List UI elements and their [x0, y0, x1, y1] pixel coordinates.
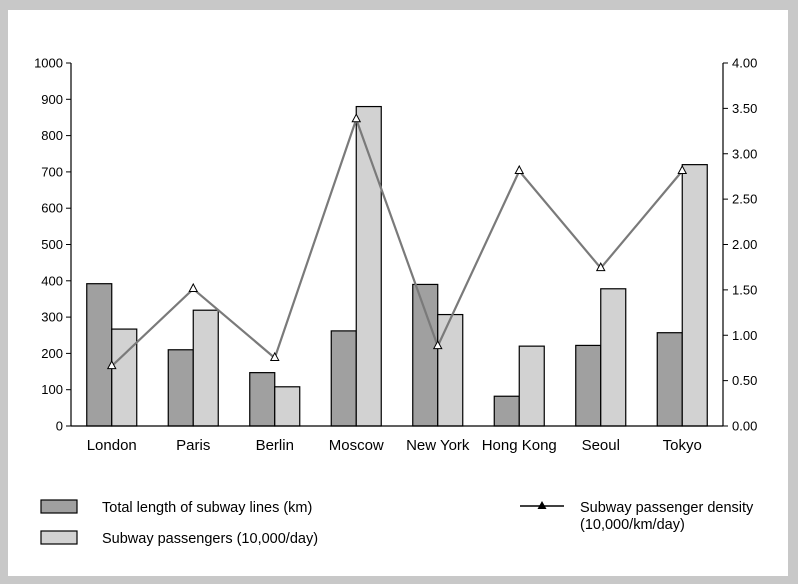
x-tick-label: Tokyo — [663, 437, 702, 454]
y-right-tick-label: 1.00 — [732, 328, 757, 343]
bar-passengers-london — [111, 328, 138, 427]
x-tick-label: Moscow — [329, 437, 384, 454]
bar-passengers-moscow — [355, 105, 382, 427]
y-right-tick-label: 3.00 — [732, 146, 757, 161]
density-marker-london — [106, 360, 117, 370]
density-marker-moscow — [351, 113, 362, 123]
y-left-tick-label: 0 — [56, 419, 63, 434]
chart-panel: London Paris Berlin Moscow New York Hong Kong… — [8, 10, 788, 576]
y-right-tick-label: 4.00 — [732, 56, 757, 71]
bar-passengers-seoul — [600, 288, 627, 427]
bar-length-london — [86, 283, 113, 427]
x-tick-label: Seoul — [582, 437, 620, 454]
bar-passengers-hong-kong — [518, 345, 545, 427]
y-left-tick-label: 500 — [41, 237, 63, 252]
y-left-tick-label: 200 — [41, 346, 63, 361]
bar-passengers-paris — [192, 309, 219, 427]
y-left-tick-label: 800 — [41, 128, 63, 143]
y-right-tick-label: 0.50 — [732, 373, 757, 388]
legend-label-density-2: (10,000/km/day) — [580, 517, 685, 533]
density-marker-seoul — [595, 262, 606, 272]
bar-length-moscow — [330, 330, 357, 427]
y-right-tick-label: 0.00 — [732, 419, 757, 434]
y-left-tick-label: 1000 — [34, 56, 63, 71]
axes-layer: London Paris Berlin Moscow New York Hong Kong… — [34, 56, 757, 455]
density-marker-hong-kong — [514, 164, 525, 174]
bar-length-hong-kong — [493, 395, 520, 427]
legend-swatch-length — [40, 499, 78, 514]
x-tick-label: London — [87, 437, 137, 454]
x-tick-label: New York — [406, 437, 470, 454]
bar-length-berlin — [249, 372, 276, 427]
bar-length-tokyo — [656, 332, 683, 427]
x-tick-label: Hong Kong — [482, 437, 557, 454]
legend-label-length: Total length of subway lines (km) — [102, 500, 312, 516]
bar-passengers-tokyo — [681, 164, 708, 427]
y-left-tick-label: 400 — [41, 273, 63, 288]
density-marker-tokyo — [677, 164, 688, 174]
legend-label-density-1: Subway passenger density — [580, 500, 754, 516]
density-line-layer — [106, 113, 688, 370]
density-marker-berlin — [269, 351, 280, 361]
x-tick-label: Berlin — [256, 437, 294, 454]
density-marker-paris — [188, 282, 199, 292]
y-left-tick-label: 700 — [41, 164, 63, 179]
y-left-tick-label: 100 — [41, 382, 63, 397]
bar-length-paris — [167, 349, 194, 427]
y-right-tick-label: 3.50 — [732, 101, 757, 116]
chart: London Paris Berlin Moscow New York Hong Kong… — [34, 56, 757, 548]
bar-passengers-new-york — [437, 313, 464, 427]
legend-label-passengers: Subway passengers (10,000/day) — [102, 531, 318, 547]
y-left-tick-label: 300 — [41, 310, 63, 325]
legend: Total length of subway lines (km) Subway … — [40, 499, 754, 547]
bar-passengers-berlin — [274, 386, 301, 427]
density-marker-new-york — [432, 340, 443, 350]
x-tick-label: Paris — [176, 437, 210, 454]
y-right-tick-label: 1.50 — [732, 282, 757, 297]
y-left-tick-label: 600 — [41, 201, 63, 216]
bar-length-seoul — [575, 344, 602, 427]
bar-length-new-york — [412, 283, 439, 427]
bars-layer — [86, 105, 708, 427]
legend-marker-density — [537, 501, 547, 509]
legend-swatch-passengers — [40, 530, 78, 545]
y-right-tick-label: 2.00 — [732, 237, 757, 252]
y-right-tick-label: 2.50 — [732, 192, 757, 207]
y-left-tick-label: 900 — [41, 92, 63, 107]
density-line — [110, 115, 684, 367]
